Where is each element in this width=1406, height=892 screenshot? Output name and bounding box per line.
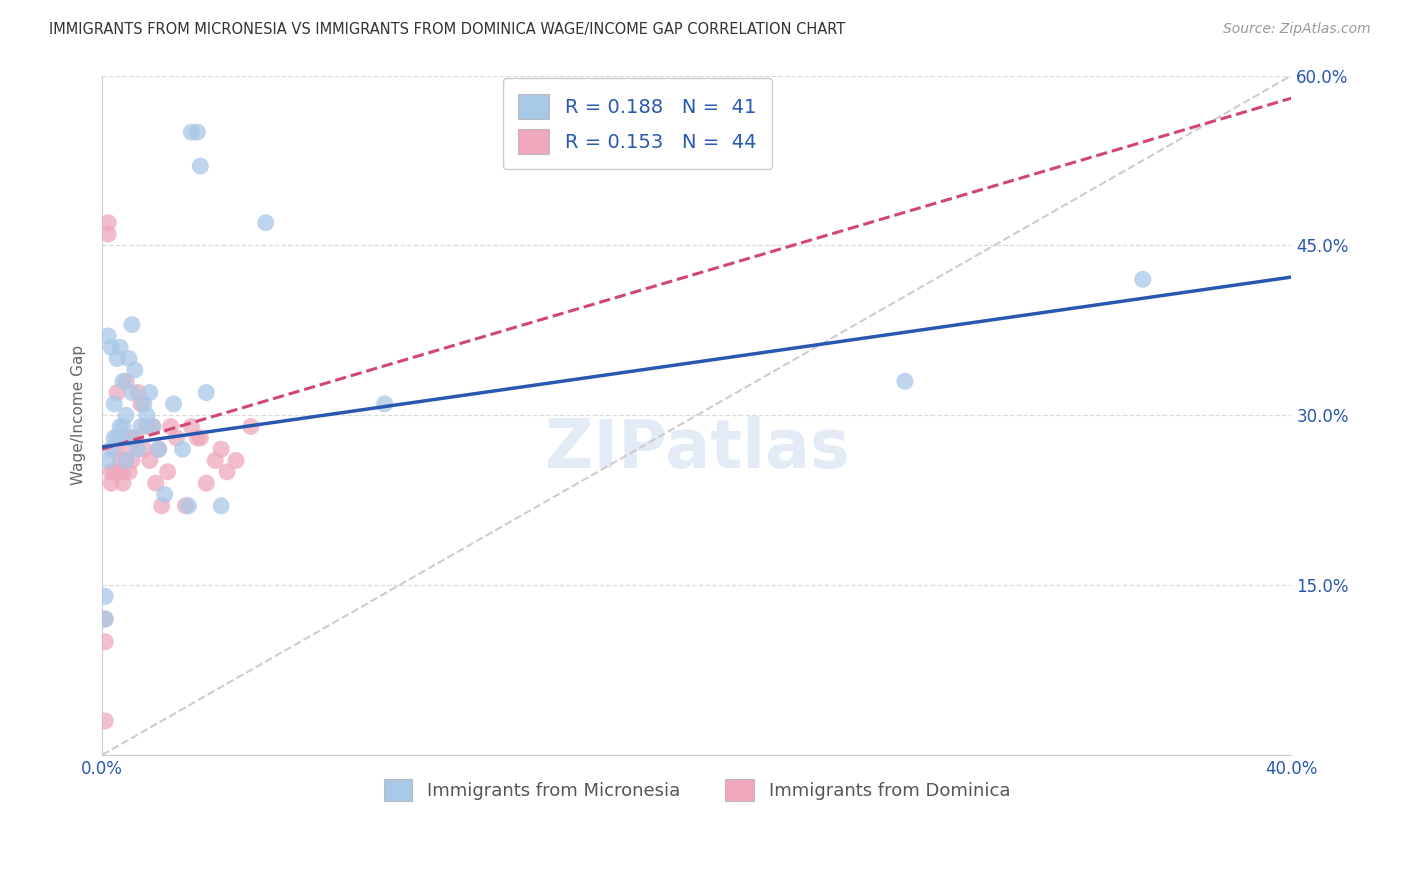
Point — [1132, 272, 1154, 286]
Point — [209, 499, 232, 513]
Point — [374, 397, 396, 411]
Point — [132, 442, 155, 457]
Point — [148, 442, 170, 457]
Point — [94, 634, 117, 648]
Point — [217, 465, 239, 479]
Point — [118, 431, 141, 445]
Point — [186, 125, 208, 139]
Point — [97, 216, 120, 230]
Point — [142, 419, 165, 434]
Point — [108, 431, 131, 445]
Point — [111, 476, 134, 491]
Point — [108, 340, 131, 354]
Point — [159, 419, 181, 434]
Point — [204, 453, 226, 467]
Point — [115, 408, 138, 422]
Point — [118, 351, 141, 366]
Point — [103, 442, 125, 457]
Point — [108, 419, 131, 434]
Point — [97, 329, 120, 343]
Point — [139, 453, 162, 467]
Point — [188, 431, 211, 445]
Point — [148, 442, 170, 457]
Point — [121, 385, 143, 400]
Point — [195, 385, 218, 400]
Point — [129, 419, 152, 434]
Point — [150, 499, 173, 513]
Point — [209, 442, 232, 457]
Text: IMMIGRANTS FROM MICRONESIA VS IMMIGRANTS FROM DOMINICA WAGE/INCOME GAP CORRELATI: IMMIGRANTS FROM MICRONESIA VS IMMIGRANTS… — [49, 22, 845, 37]
Point — [166, 431, 188, 445]
Point — [135, 419, 157, 434]
Point — [177, 499, 200, 513]
Point — [105, 465, 128, 479]
Point — [156, 465, 179, 479]
Point — [94, 714, 117, 728]
Legend: Immigrants from Micronesia, Immigrants from Dominica: Immigrants from Micronesia, Immigrants f… — [371, 766, 1022, 814]
Y-axis label: Wage/Income Gap: Wage/Income Gap — [72, 345, 86, 485]
Point — [132, 397, 155, 411]
Text: Source: ZipAtlas.com: Source: ZipAtlas.com — [1223, 22, 1371, 37]
Point — [105, 431, 128, 445]
Point — [111, 374, 134, 388]
Point — [111, 419, 134, 434]
Point — [111, 465, 134, 479]
Point — [103, 397, 125, 411]
Point — [142, 419, 165, 434]
Point — [225, 453, 247, 467]
Point — [100, 340, 122, 354]
Point — [121, 431, 143, 445]
Point — [139, 385, 162, 400]
Point — [180, 125, 202, 139]
Point — [115, 453, 138, 467]
Point — [115, 374, 138, 388]
Point — [127, 385, 149, 400]
Point — [124, 431, 146, 445]
Point — [97, 227, 120, 241]
Point — [97, 453, 120, 467]
Point — [145, 476, 167, 491]
Point — [195, 476, 218, 491]
Point — [135, 408, 157, 422]
Point — [124, 363, 146, 377]
Point — [188, 159, 211, 173]
Point — [239, 419, 262, 434]
Point — [105, 351, 128, 366]
Point — [118, 442, 141, 457]
Point — [121, 453, 143, 467]
Point — [100, 476, 122, 491]
Point — [103, 431, 125, 445]
Point — [94, 590, 117, 604]
Point — [94, 612, 117, 626]
Point — [100, 465, 122, 479]
Point — [100, 442, 122, 457]
Point — [105, 385, 128, 400]
Point — [108, 453, 131, 467]
Point — [172, 442, 194, 457]
Point — [115, 453, 138, 467]
Point — [162, 397, 184, 411]
Point — [254, 216, 277, 230]
Point — [118, 465, 141, 479]
Point — [894, 374, 917, 388]
Text: ZIPatlas: ZIPatlas — [544, 417, 849, 483]
Point — [103, 465, 125, 479]
Point — [127, 442, 149, 457]
Point — [186, 431, 208, 445]
Point — [94, 612, 117, 626]
Point — [153, 487, 176, 501]
Point — [121, 318, 143, 332]
Point — [180, 419, 202, 434]
Point — [129, 397, 152, 411]
Point — [174, 499, 197, 513]
